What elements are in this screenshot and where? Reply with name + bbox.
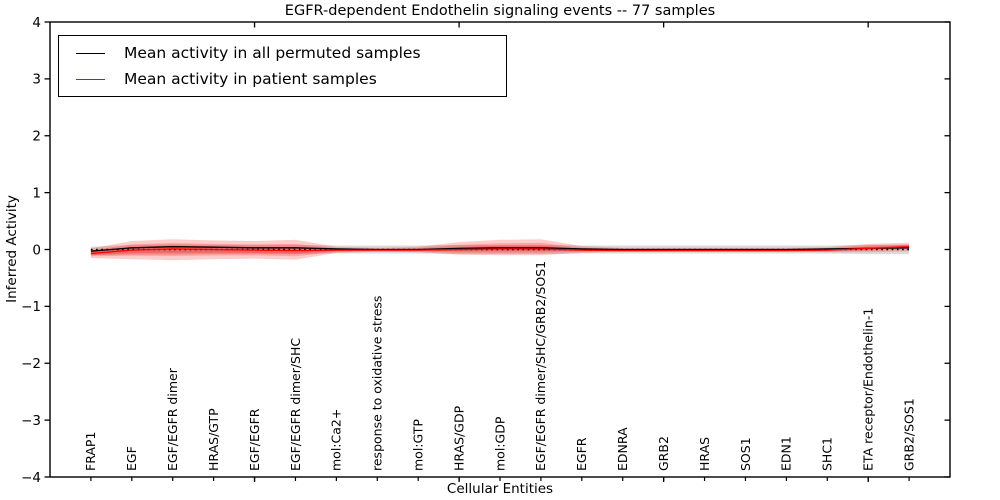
permuted-spread-band xyxy=(90,244,910,256)
x-category-label: EDNRA xyxy=(615,427,630,471)
x-category-label: SHC1 xyxy=(820,437,835,471)
x-category-label: ETA receptor/Endothelin-1 xyxy=(861,308,876,471)
x-category-label: GRB2/SOS1 xyxy=(901,398,916,471)
x-category-label: EDN1 xyxy=(779,436,794,471)
x-category-label: HRAS/GDP xyxy=(451,405,466,471)
y-tick-label: −4 xyxy=(21,470,41,486)
x-category-label: EGFR xyxy=(574,437,589,471)
y-tick-label: −1 xyxy=(21,299,41,315)
y-tick-label: −2 xyxy=(21,356,41,372)
x-category-label: mol:Ca2+ xyxy=(329,409,344,471)
chart-title: EGFR-dependent Endothelin signaling even… xyxy=(284,3,716,19)
x-category-label: EGF/EGFR dimer xyxy=(165,367,180,471)
y-tick-label: 2 xyxy=(32,129,41,145)
legend-entry: Mean activity in patient samples xyxy=(76,70,506,88)
x-category-label: response to oxidative stress xyxy=(370,296,385,471)
x-category-label: mol:GTP xyxy=(411,419,426,471)
legend-entry: Mean activity in all permuted samples xyxy=(76,44,506,62)
patient-spread-band xyxy=(90,242,910,257)
x-category-label: EGF/EGFR xyxy=(247,408,262,471)
x-category-label: EGF xyxy=(124,446,139,471)
x-category-label: GRB2 xyxy=(656,436,671,471)
legend-label-patient: Mean activity in patient samples xyxy=(124,70,377,88)
patient-mean-line xyxy=(90,246,910,255)
y-tick-label: 3 xyxy=(32,72,41,88)
x-category-label: HRAS xyxy=(697,437,712,471)
y-tick-label: −3 xyxy=(21,413,41,429)
x-category-label: SOS1 xyxy=(738,437,753,471)
legend-line-permuted-icon xyxy=(76,52,105,54)
y-tick-label: 0 xyxy=(32,242,41,258)
y-tick-label: 4 xyxy=(32,15,41,31)
legend: Mean activity in all permuted samples Me… xyxy=(58,35,507,97)
legend-label-permuted: Mean activity in all permuted samples xyxy=(124,44,421,62)
x-category-label: HRAS/GTP xyxy=(206,408,221,471)
x-category-label: FRAP1 xyxy=(83,432,98,471)
patient-spread-band xyxy=(90,239,910,261)
x-category-label: EGF/EGFR dimer/SHC xyxy=(288,338,303,471)
x-category-label: EGF/EGFR dimer/SHC/GRB2/SOS1 xyxy=(533,261,548,471)
y-tick-label: 1 xyxy=(32,185,41,201)
permuted-mean-line xyxy=(90,246,910,252)
legend-line-patient-icon xyxy=(76,78,105,80)
x-category-label: mol:GDP xyxy=(492,416,507,471)
